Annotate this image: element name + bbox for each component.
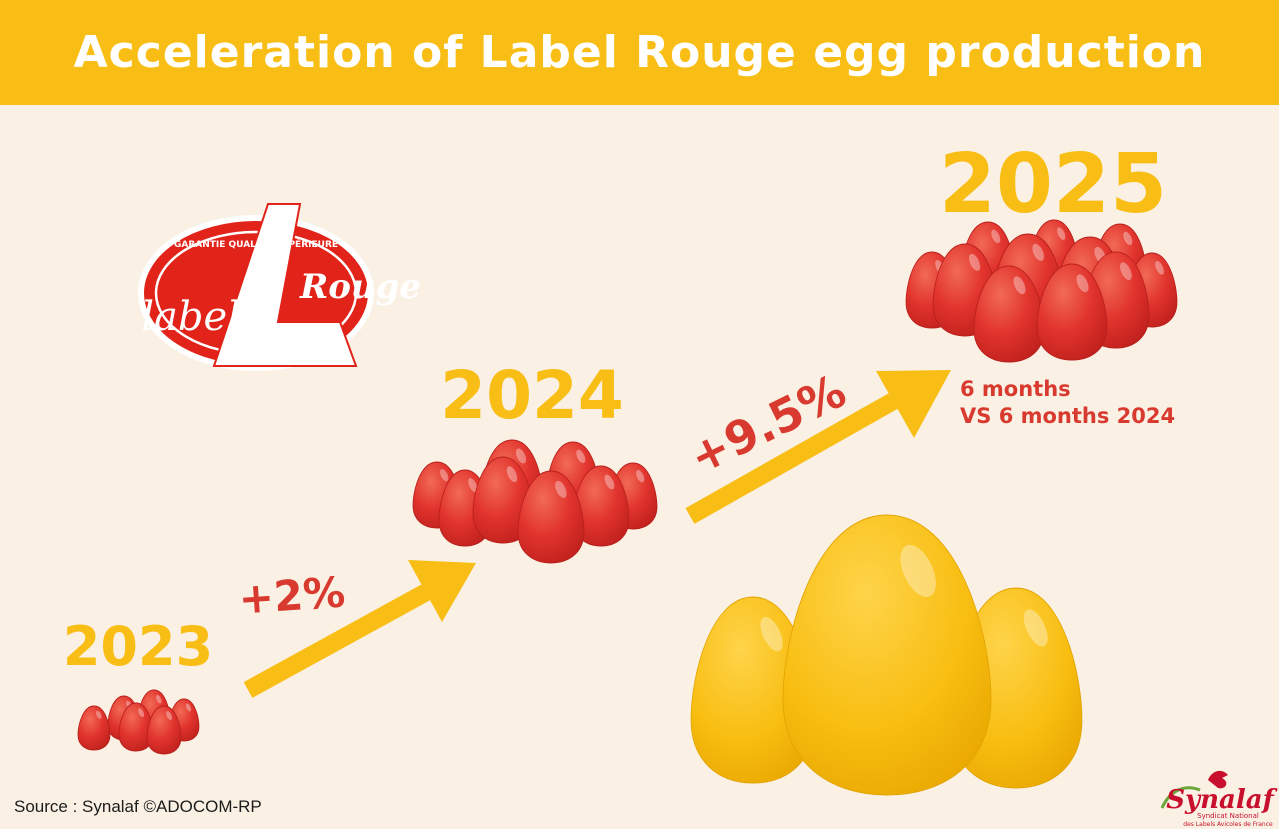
arrow-2023-2024 xyxy=(243,560,476,698)
synalaf-sub-1: Syndicat National xyxy=(1197,812,1259,820)
title-banner: Acceleration of Label Rouge egg producti… xyxy=(0,0,1279,105)
golden-egg xyxy=(691,597,815,783)
red-egg xyxy=(147,706,181,754)
logo-word-left: label xyxy=(141,294,240,340)
logo-word-right: Rouge xyxy=(299,267,421,307)
golden-egg xyxy=(783,515,991,795)
red-egg xyxy=(1127,253,1177,327)
arrow-2024-2025 xyxy=(685,370,951,524)
label-rouge-logo: label Rouge GARANTIE QUALITÉ SUPÉRIEURE xyxy=(138,203,421,371)
synalaf-wordmark: Synalaf xyxy=(1166,785,1277,815)
red-egg xyxy=(1030,220,1078,288)
red-egg xyxy=(1037,264,1107,360)
year-label-2023: 2023 xyxy=(63,615,213,678)
red-egg xyxy=(573,466,629,546)
golden-egg xyxy=(950,588,1082,788)
synalaf-sub-2: des Labels Avicoles de France xyxy=(1183,821,1273,828)
red-egg xyxy=(439,470,491,546)
red-egg xyxy=(78,706,110,750)
year-label-2025: 2025 xyxy=(939,137,1167,232)
note-line-1: 6 months xyxy=(960,377,1071,401)
egg-group-2025 xyxy=(906,220,1177,362)
red-egg xyxy=(482,440,542,520)
growth-label-2024: +2% xyxy=(237,567,347,623)
red-egg xyxy=(138,690,170,736)
red-egg xyxy=(962,222,1014,294)
red-egg xyxy=(1094,224,1146,296)
red-egg xyxy=(518,471,584,563)
red-egg xyxy=(413,462,461,528)
red-egg xyxy=(933,244,997,336)
red-egg xyxy=(473,457,533,543)
logo-top-text: GARANTIE QUALITÉ SUPÉRIEURE xyxy=(174,238,338,250)
synalaf-logo: Synalaf Syndicat National des Labels Avi… xyxy=(1160,770,1278,828)
egg-group-2023 xyxy=(78,690,199,754)
red-egg xyxy=(609,463,657,529)
red-egg xyxy=(547,442,599,514)
note-line-2: VS 6 months 2024 xyxy=(960,404,1175,428)
year-label-2024: 2024 xyxy=(440,357,624,434)
golden-egg-group xyxy=(691,515,1082,795)
red-egg xyxy=(119,703,153,751)
page-title: Acceleration of Label Rouge egg producti… xyxy=(73,27,1206,78)
red-egg xyxy=(974,266,1044,362)
source-credit: Source : Synalaf ©ADOCOM-RP xyxy=(14,797,262,816)
red-egg xyxy=(1083,252,1149,348)
egg-group-2024 xyxy=(413,440,657,563)
red-egg xyxy=(169,699,199,741)
red-egg xyxy=(994,234,1062,326)
